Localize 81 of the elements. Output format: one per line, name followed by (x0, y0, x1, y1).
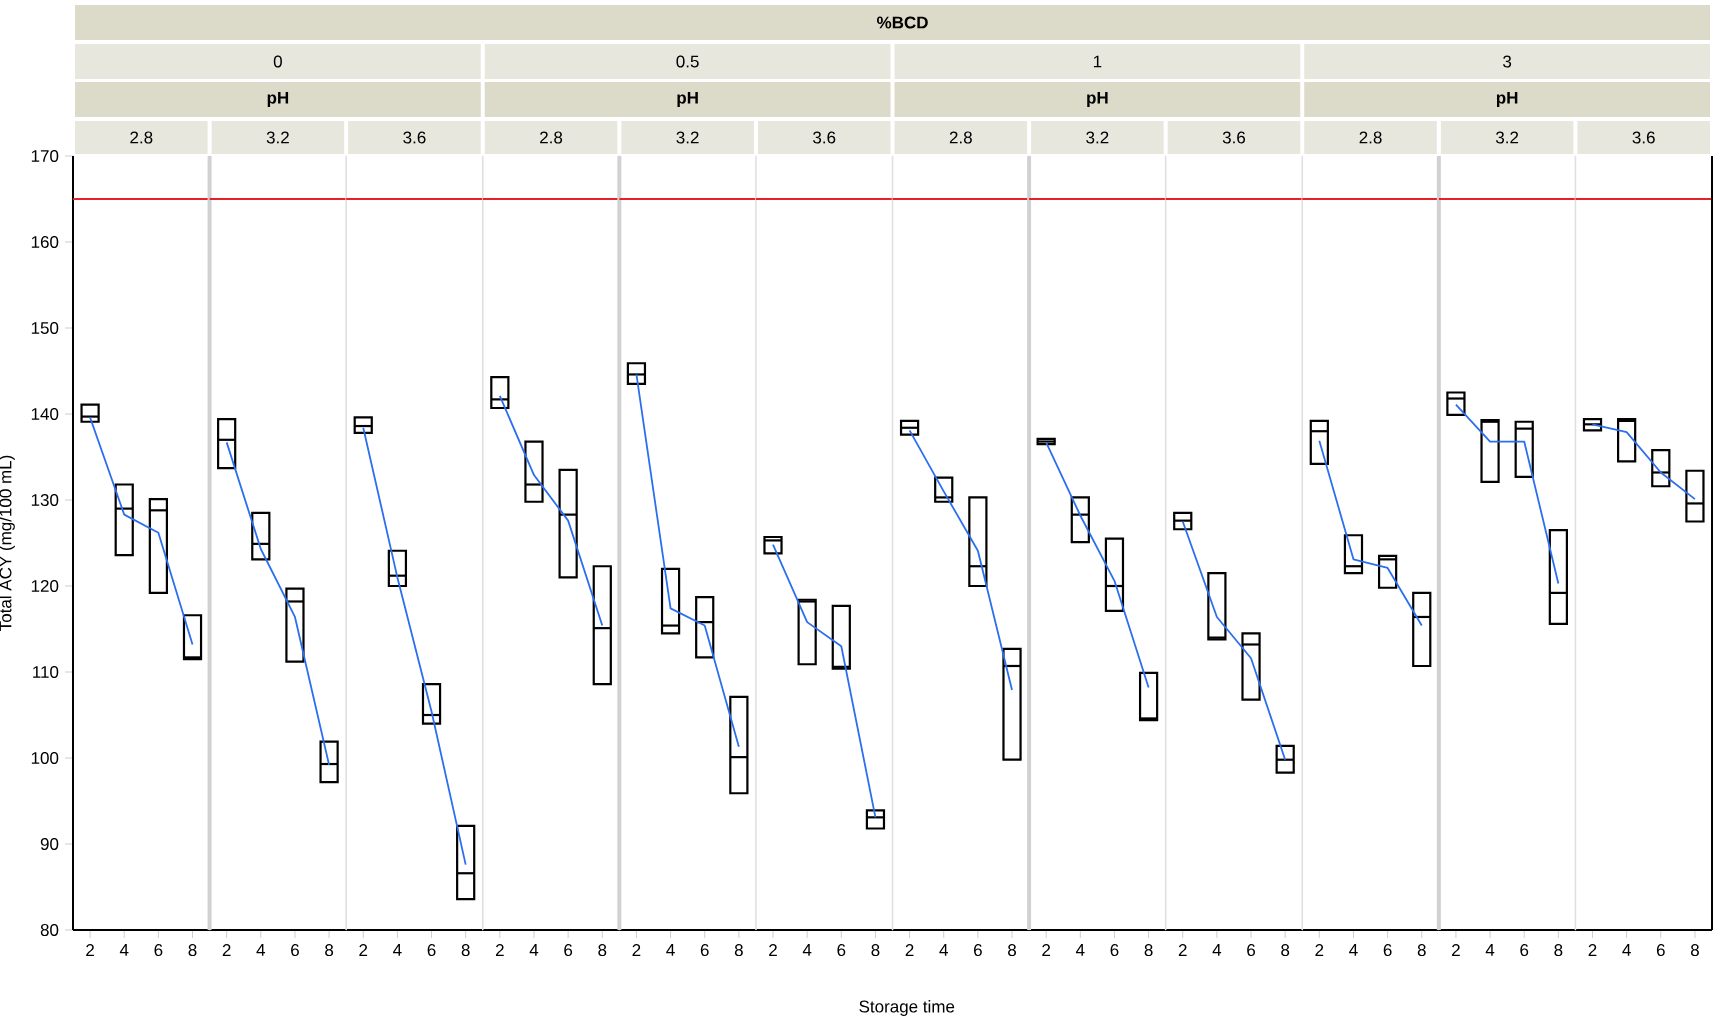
chart-subtitle: 0.5 (676, 55, 699, 68)
x-tick-label: 6 (1110, 944, 1119, 957)
x-tick-label: 8 (461, 944, 470, 957)
text: pH (1496, 91, 1518, 108)
chart-title: 3.2 (676, 131, 699, 144)
x-tick-label: 6 (427, 944, 436, 957)
x-tick-label: 8 (1690, 944, 1699, 957)
y-tick-label: 110 (33, 666, 59, 679)
x-tick-label: 2 (769, 944, 777, 956)
x-tick-label: 2 (1588, 944, 1597, 956)
x-tick-label: 6 (1383, 944, 1392, 957)
x-tick-label: 2 (1042, 944, 1051, 956)
chart-subtitle: 3 (1503, 55, 1512, 68)
chart-subtitle: 0 (273, 55, 282, 68)
chart-title: 3.6 (813, 131, 836, 144)
line-series (89, 416, 194, 646)
x-tick-label: 2 (1452, 944, 1460, 956)
x-tick-label: 4 (119, 944, 129, 956)
x-tick-label: 4 (1622, 944, 1631, 956)
x-tick-label: 8 (1417, 944, 1426, 957)
x-tick-label: 4 (666, 944, 675, 956)
y-tick-label: 120 (31, 580, 59, 593)
x-tick-label: 6 (1656, 944, 1665, 957)
x-tick-label: 8 (1554, 944, 1563, 957)
x-tick-label: 8 (325, 944, 334, 957)
chart-title: 2.8 (1359, 131, 1382, 144)
x-tick-label: 6 (974, 944, 982, 957)
x-tick-label: 2 (632, 944, 641, 956)
chart-title: 3.2 (1086, 131, 1109, 144)
chart-title: 2.8 (130, 131, 153, 144)
y-tick-label: 140 (31, 408, 59, 421)
text: pH (1087, 91, 1108, 108)
y-tick-label: 130 (31, 494, 59, 507)
y-tick-label: 90 (40, 837, 59, 851)
chart-title: 3.6 (1222, 131, 1246, 144)
x-tick-label: 2 (222, 944, 231, 956)
chart-subtitle: 1 (1093, 55, 1102, 68)
text: pH (267, 91, 289, 108)
x-tick-label: 2 (1315, 944, 1324, 956)
x-tick-label: 2 (86, 944, 94, 956)
chart-title: 3.6 (1632, 131, 1655, 144)
x-tick-label: 2 (1178, 944, 1187, 956)
y-tick-label: 80 (40, 923, 59, 937)
x-tick-label: 2 (905, 944, 914, 956)
x-tick-label: 8 (1281, 944, 1290, 957)
x-tick-label: 4 (1212, 944, 1222, 956)
x-tick-label: 4 (939, 944, 948, 956)
x-tick-label: 6 (154, 944, 163, 957)
chart-title: 3.6 (403, 131, 426, 144)
text: pH (677, 91, 698, 108)
y-tick-label: 100 (31, 752, 59, 765)
y-tick-label: 150 (31, 322, 59, 335)
x-tick-label: 8 (1008, 944, 1017, 957)
x-tick-label: 4 (802, 944, 812, 956)
x-tick-label: 8 (188, 944, 197, 957)
chart-title: 3.2 (1495, 131, 1519, 144)
x-tick-label: 6 (291, 944, 299, 957)
x-tick-label: 4 (1485, 944, 1495, 956)
x-tick-label: 4 (529, 944, 539, 956)
x-tick-label: 8 (871, 944, 880, 957)
x-tick-label: 8 (598, 944, 607, 957)
x-tick-label: 4 (1075, 944, 1085, 956)
x-tick-label: 4 (256, 944, 266, 956)
y-tick-label: 170 (31, 150, 59, 163)
x-axis-title: Storage time (859, 1000, 955, 1016)
x-tick-label: 6 (700, 944, 709, 957)
chart-title: 2.8 (540, 131, 563, 144)
x-tick-label: 6 (1520, 944, 1529, 957)
y-tick-label: 160 (31, 236, 59, 249)
chart-title: 3.2 (266, 131, 289, 144)
x-tick-label: 2 (495, 944, 504, 956)
x-tick-label: 8 (734, 944, 743, 957)
x-tick-label: 6 (837, 944, 846, 957)
chart-title: 2.8 (949, 131, 972, 144)
x-tick-label: 6 (1247, 944, 1256, 957)
x-tick-label: 2 (359, 944, 368, 956)
x-tick-label: 8 (1144, 944, 1153, 957)
text: %BCD (876, 16, 928, 29)
x-tick-label: 4 (1349, 944, 1358, 956)
x-tick-label: 4 (393, 944, 402, 956)
x-tick-label: 6 (564, 944, 573, 957)
